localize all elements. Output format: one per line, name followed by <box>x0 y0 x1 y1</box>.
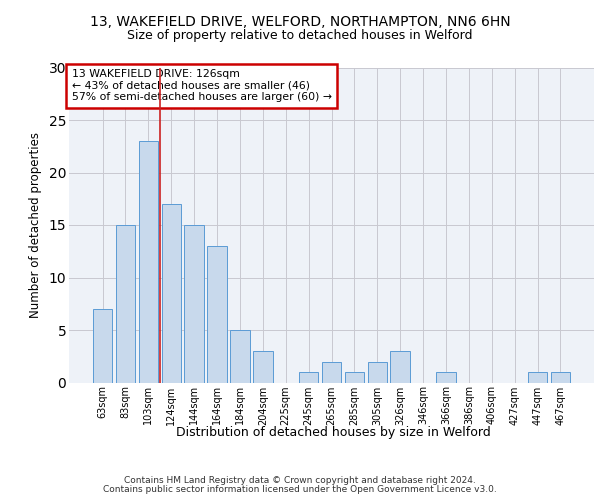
Bar <box>93 309 112 382</box>
Bar <box>551 372 570 382</box>
Bar <box>208 246 227 382</box>
Bar <box>161 204 181 382</box>
Text: Contains public sector information licensed under the Open Government Licence v3: Contains public sector information licen… <box>103 485 497 494</box>
Bar <box>139 141 158 382</box>
Bar <box>436 372 455 382</box>
Text: Size of property relative to detached houses in Welford: Size of property relative to detached ho… <box>127 29 473 42</box>
Bar <box>368 362 387 382</box>
Bar <box>344 372 364 382</box>
Text: Distribution of detached houses by size in Welford: Distribution of detached houses by size … <box>176 426 490 439</box>
Bar <box>253 351 272 382</box>
Bar <box>230 330 250 382</box>
Text: 13, WAKEFIELD DRIVE, WELFORD, NORTHAMPTON, NN6 6HN: 13, WAKEFIELD DRIVE, WELFORD, NORTHAMPTO… <box>89 15 511 29</box>
Bar <box>528 372 547 382</box>
Bar <box>299 372 319 382</box>
Bar <box>184 225 204 382</box>
Bar <box>391 351 410 382</box>
Text: 13 WAKEFIELD DRIVE: 126sqm
← 43% of detached houses are smaller (46)
57% of semi: 13 WAKEFIELD DRIVE: 126sqm ← 43% of deta… <box>71 69 332 102</box>
Bar <box>322 362 341 382</box>
Y-axis label: Number of detached properties: Number of detached properties <box>29 132 41 318</box>
Text: Contains HM Land Registry data © Crown copyright and database right 2024.: Contains HM Land Registry data © Crown c… <box>124 476 476 485</box>
Bar <box>116 225 135 382</box>
